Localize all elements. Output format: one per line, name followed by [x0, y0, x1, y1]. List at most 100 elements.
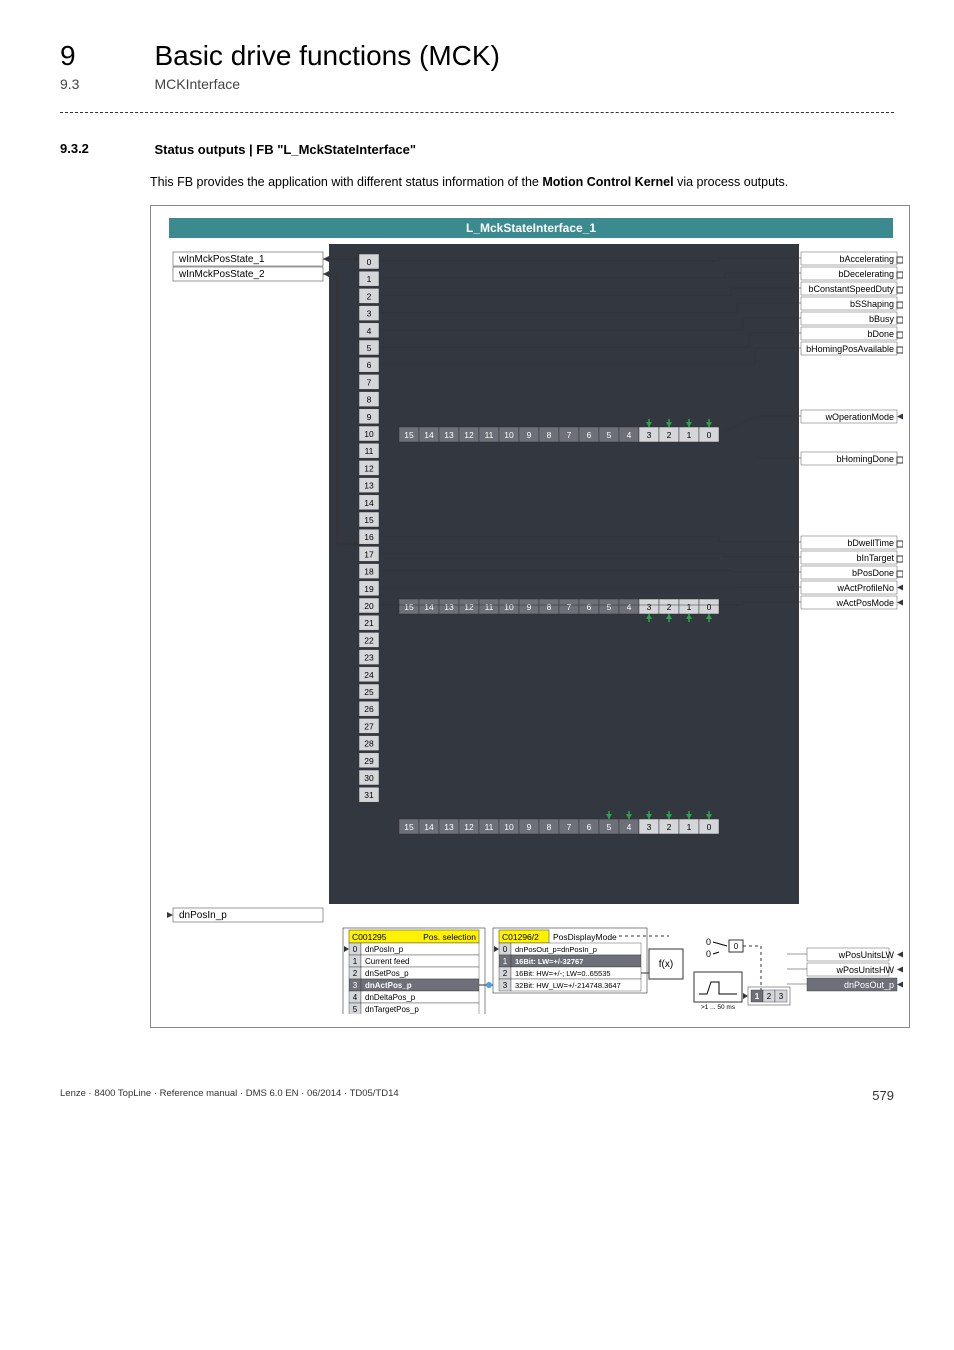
- divider: [60, 112, 894, 113]
- svg-text:9: 9: [527, 430, 532, 440]
- section-body: This FB provides the application with di…: [150, 173, 894, 191]
- svg-text:2: 2: [767, 992, 772, 1001]
- svg-text:11: 11: [485, 602, 494, 612]
- svg-text:10: 10: [504, 822, 514, 832]
- svg-text:dnPosIn_p: dnPosIn_p: [365, 945, 404, 954]
- footer: Lenze · 8400 TopLine · Reference manual …: [60, 1088, 894, 1099]
- zero-label-1: 0: [706, 949, 711, 959]
- diagram-svg: L_MckStateInterface_1 wInMckPosState_1wI…: [159, 214, 903, 1014]
- svg-text:wPosUnitsLW: wPosUnitsLW: [838, 950, 895, 960]
- svg-text:1: 1: [367, 274, 372, 284]
- svg-text:bBusy: bBusy: [869, 314, 895, 324]
- svg-text:4: 4: [627, 430, 632, 440]
- svg-text:14: 14: [424, 602, 434, 612]
- fb-diagram: L_MckStateInterface_1 wInMckPosState_1wI…: [150, 205, 910, 1028]
- svg-text:5: 5: [367, 343, 372, 353]
- svg-text:bHomingDone: bHomingDone: [836, 454, 894, 464]
- svg-text:3: 3: [779, 992, 784, 1001]
- svg-text:12: 12: [464, 430, 474, 440]
- svg-text:8: 8: [367, 395, 372, 405]
- svg-text:7: 7: [567, 602, 572, 612]
- svg-text:3: 3: [353, 981, 358, 990]
- subsection-title: MCKInterface: [154, 76, 240, 92]
- svg-text:3: 3: [503, 981, 508, 990]
- subsection-number: 9.3: [60, 76, 150, 92]
- svg-text:16: 16: [364, 532, 374, 542]
- svg-text:Current feed: Current feed: [365, 957, 409, 966]
- svg-text:23: 23: [364, 653, 374, 663]
- body-pre: This FB provides the application with di…: [150, 175, 542, 189]
- svg-text:0: 0: [707, 602, 712, 612]
- svg-text:13: 13: [444, 602, 454, 612]
- svg-text:25: 25: [364, 687, 374, 697]
- svg-text:8: 8: [547, 430, 552, 440]
- svg-text:5: 5: [607, 822, 612, 832]
- page-number: 579: [872, 1088, 894, 1103]
- svg-text:9: 9: [367, 412, 372, 422]
- svg-text:wOperationMode: wOperationMode: [824, 412, 894, 422]
- svg-text:9: 9: [527, 602, 532, 612]
- svg-text:4: 4: [353, 993, 358, 1002]
- svg-text:0: 0: [707, 430, 712, 440]
- svg-text:15: 15: [404, 602, 414, 612]
- svg-text:PosDisplayMode: PosDisplayMode: [553, 932, 617, 942]
- svg-text:19: 19: [364, 584, 374, 594]
- svg-text:3: 3: [367, 309, 372, 319]
- svg-text:3: 3: [647, 430, 652, 440]
- chapter-title: Basic drive functions (MCK): [154, 40, 499, 72]
- section-number: 9.3.2: [60, 141, 150, 156]
- svg-text:0: 0: [503, 945, 508, 954]
- svg-text:1: 1: [687, 430, 692, 440]
- svg-text:17: 17: [364, 550, 374, 560]
- svg-text:1: 1: [755, 992, 760, 1001]
- svg-text:3: 3: [647, 822, 652, 832]
- svg-text:C01296/2: C01296/2: [502, 932, 539, 942]
- footer-text: Lenze · 8400 TopLine · Reference manual …: [60, 1088, 399, 1099]
- svg-text:11: 11: [365, 446, 374, 456]
- svg-text:bPosDone: bPosDone: [852, 568, 894, 578]
- svg-text:bConstantSpeedDuty: bConstantSpeedDuty: [808, 284, 894, 294]
- body-post: via process outputs.: [674, 175, 789, 189]
- svg-text:9: 9: [527, 822, 532, 832]
- fb-body: [329, 244, 799, 904]
- svg-text:5: 5: [607, 602, 612, 612]
- svg-text:2: 2: [353, 969, 358, 978]
- svg-text:12: 12: [464, 602, 474, 612]
- svg-text:Pos. selection: Pos. selection: [423, 932, 476, 942]
- svg-text:21: 21: [364, 618, 374, 628]
- svg-text:wPosUnitsHW: wPosUnitsHW: [835, 965, 894, 975]
- svg-text:11: 11: [485, 822, 494, 832]
- svg-text:bDecelerating: bDecelerating: [838, 269, 894, 279]
- svg-text:2: 2: [667, 822, 672, 832]
- svg-text:6: 6: [587, 822, 592, 832]
- body-bold: Motion Control Kernel: [542, 175, 673, 189]
- svg-text:bSShaping: bSShaping: [850, 299, 894, 309]
- section-title: Status outputs | FB "L_MckStateInterface…: [154, 142, 416, 157]
- svg-text:wActPosMode: wActPosMode: [835, 598, 894, 608]
- svg-text:dnTargetPos_p: dnTargetPos_p: [365, 1005, 419, 1014]
- svg-text:27: 27: [364, 722, 374, 732]
- svg-text:8: 8: [547, 602, 552, 612]
- svg-text:14: 14: [424, 822, 434, 832]
- svg-text:15: 15: [364, 515, 374, 525]
- svg-text:2: 2: [667, 430, 672, 440]
- svg-text:wInMckPosState_1: wInMckPosState_1: [178, 254, 265, 265]
- svg-text:4: 4: [627, 822, 632, 832]
- svg-text:15: 15: [404, 430, 414, 440]
- svg-text:32Bit: HW_LW=+/-214748.3647: 32Bit: HW_LW=+/-214748.3647: [515, 981, 621, 990]
- svg-text:26: 26: [364, 704, 374, 714]
- svg-text:bAccelerating: bAccelerating: [839, 254, 894, 264]
- svg-text:0: 0: [707, 822, 712, 832]
- svg-text:wActProfileNo: wActProfileNo: [836, 583, 894, 593]
- svg-text:bDwellTime: bDwellTime: [847, 538, 894, 548]
- svg-text:dnPosOut_p=dnPosIn_p: dnPosOut_p=dnPosIn_p: [515, 945, 597, 954]
- svg-text:14: 14: [364, 498, 374, 508]
- svg-text:15: 15: [404, 822, 414, 832]
- svg-text:31: 31: [364, 790, 374, 800]
- svg-text:24: 24: [364, 670, 374, 680]
- timer-label: >1 ... 50 ms: [701, 1004, 736, 1011]
- svg-text:4: 4: [367, 326, 372, 336]
- svg-text:7: 7: [567, 822, 572, 832]
- svg-text:10: 10: [504, 602, 514, 612]
- svg-text:13: 13: [444, 822, 454, 832]
